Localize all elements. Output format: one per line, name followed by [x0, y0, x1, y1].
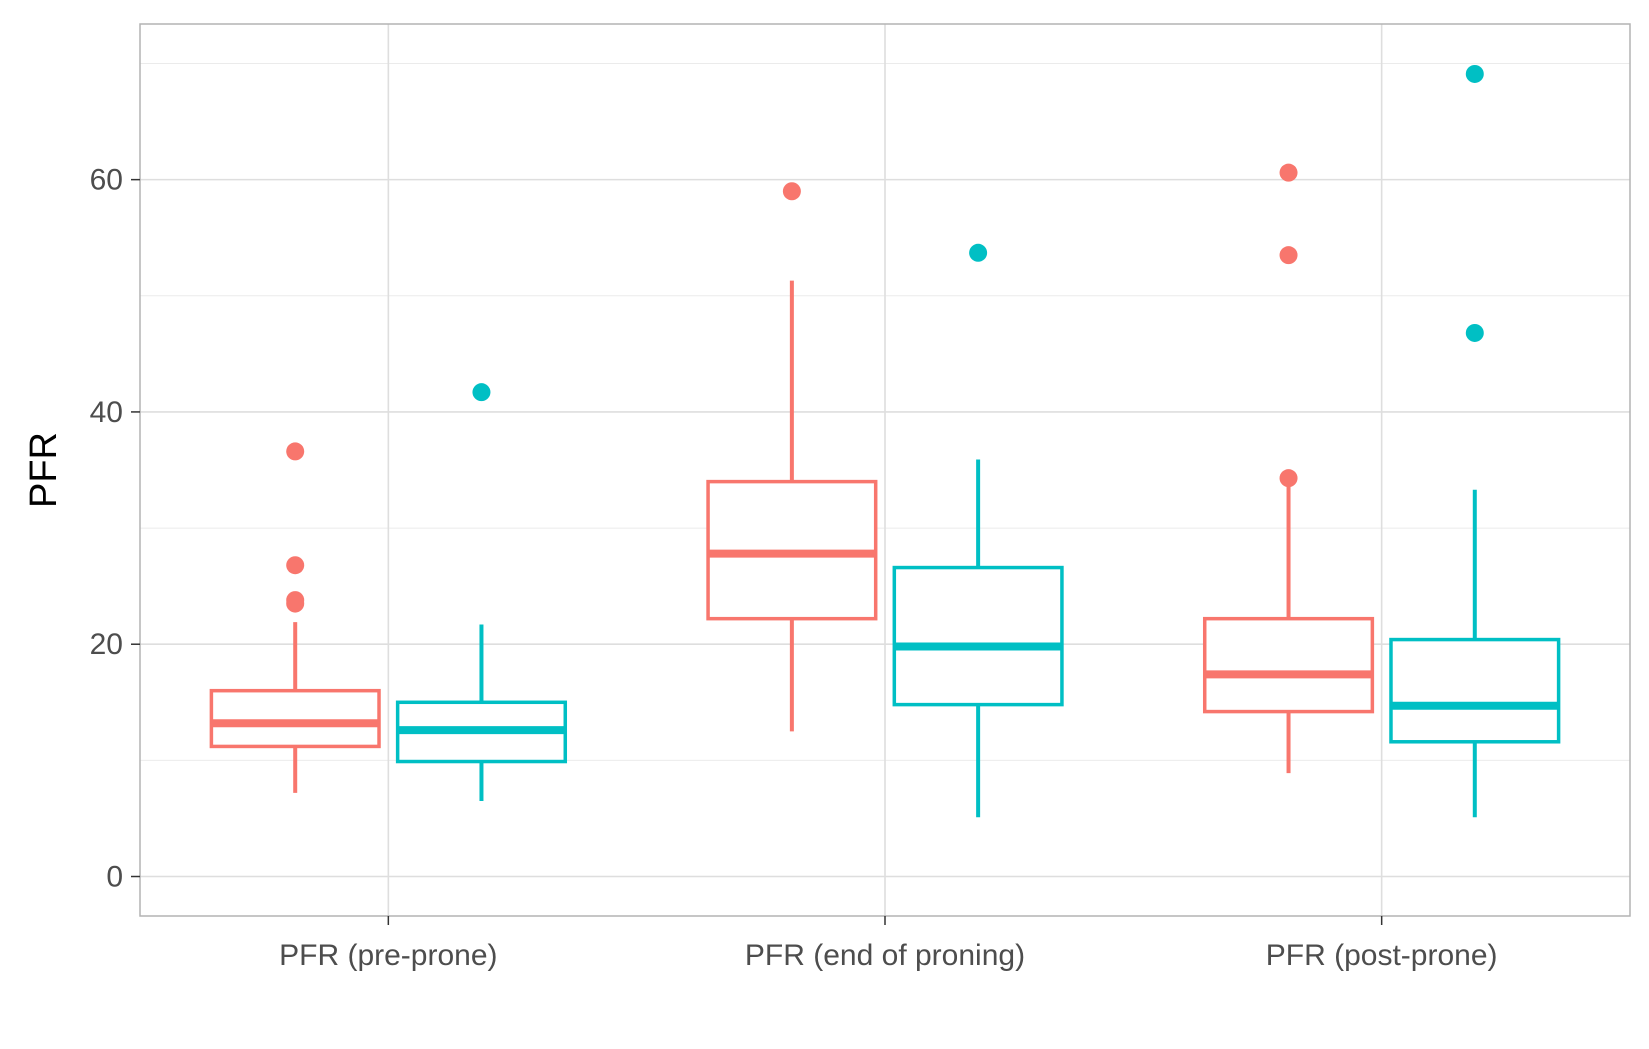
- box-layer: [209, 64, 1561, 818]
- outlier-point: [782, 182, 801, 201]
- box-iqr: [1202, 616, 1375, 714]
- y-tick-label: 0: [106, 861, 123, 894]
- outlier-point: [286, 591, 305, 610]
- outlier-point: [1279, 469, 1298, 488]
- grid-layer: [140, 24, 1630, 916]
- box-iqr: [209, 688, 381, 749]
- outlier-point: [1279, 163, 1298, 182]
- outlier-point: [286, 556, 305, 575]
- outlier-point: [1279, 246, 1298, 265]
- outlier-point: [969, 243, 988, 262]
- x-tick-label: PFR (pre-prone): [279, 939, 497, 972]
- outlier-point: [1465, 323, 1484, 342]
- outlier-point: [1465, 64, 1484, 83]
- y-tick-label: 20: [90, 628, 123, 661]
- axis-layer: 0 20 40 60 PFR (pre-prone) PFR (end of pronin…: [90, 164, 1498, 972]
- y-tick-label: 60: [90, 164, 123, 197]
- box-iqr: [892, 565, 1064, 707]
- y-tick-label: 40: [90, 396, 123, 429]
- box-iqr: [1389, 637, 1561, 744]
- x-tick-label: PFR (end of proning): [745, 939, 1025, 972]
- x-tick-label: PFR (post-prone): [1266, 939, 1498, 972]
- y-axis-title: PFR: [23, 432, 65, 508]
- outlier-point: [286, 442, 305, 461]
- outlier-point: [472, 383, 491, 402]
